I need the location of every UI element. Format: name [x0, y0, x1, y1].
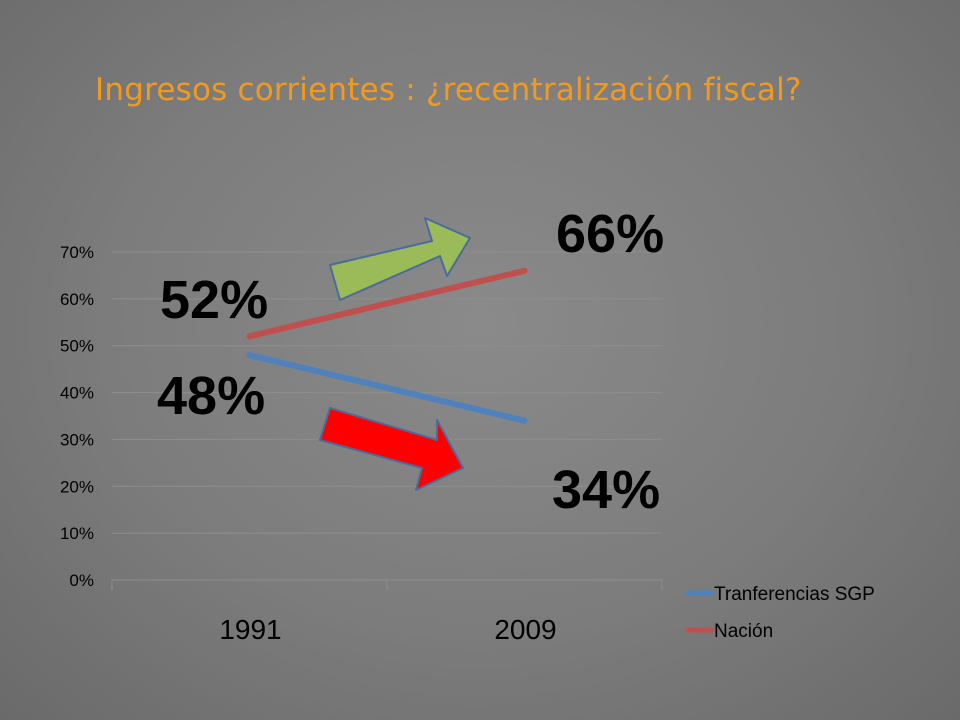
y-tick-label: 10%	[60, 524, 94, 543]
value-annotation: 48%	[157, 366, 265, 426]
legend-entry-label: Nación	[714, 621, 773, 642]
series-line-tranferencias-sgp	[246, 352, 528, 424]
data-annotations: 52% 66% 48% 34%	[157, 204, 664, 520]
chart-gridlines	[111, 251, 663, 590]
y-axis-tick-labels: 0% 10% 20% 30% 40% 50% 60% 70%	[60, 243, 94, 590]
y-tick-label: 30%	[60, 430, 94, 449]
y-tick-label: 0%	[69, 571, 94, 590]
value-annotation: 66%	[556, 204, 664, 264]
series-line-nacion	[246, 267, 528, 340]
increase-arrow-icon	[329, 217, 471, 301]
decrease-arrow-icon	[319, 407, 464, 491]
x-category-label: 2009	[494, 614, 556, 645]
y-tick-label: 70%	[60, 243, 94, 262]
chart-series	[246, 267, 528, 424]
y-tick-label: 50%	[60, 337, 94, 356]
legend-entry-label: Tranferencias SGP	[714, 584, 875, 605]
x-axis-category-labels: 1991 2009	[219, 614, 556, 645]
x-category-label: 1991	[219, 614, 281, 645]
value-annotation: 34%	[552, 460, 660, 520]
slide-title: Ingresos corrientes : ¿recentralización …	[95, 72, 802, 108]
y-tick-label: 60%	[60, 290, 94, 309]
y-tick-label: 20%	[60, 477, 94, 496]
value-annotation: 52%	[160, 270, 268, 330]
y-tick-label: 40%	[60, 384, 94, 403]
chart-legend: Tranferencias SGP Nación	[685, 584, 875, 642]
